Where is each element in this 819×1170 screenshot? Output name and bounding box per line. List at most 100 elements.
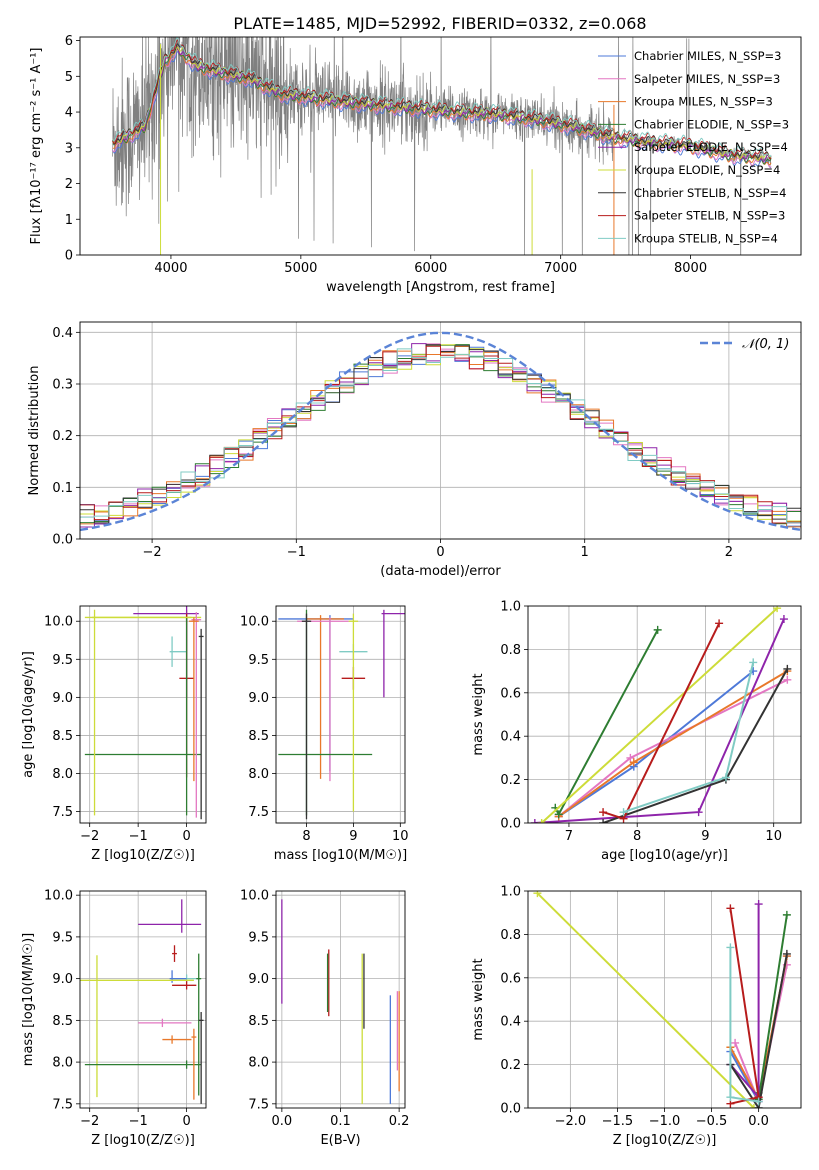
y-tick-label: 0 (65, 249, 73, 264)
y-tick-label: 8.0 (52, 1056, 73, 1071)
age-vs-mass-panel: 8 9 10 7.5 8.0 8.5 9.0 9.5 10.0 mass [log10(M/M☉)… (240, 605, 409, 863)
y-tick-label: 1.0 (500, 885, 521, 900)
model-spectrum-line (112, 43, 772, 159)
age_vs_Z-plot-area (80, 606, 206, 823)
y-tick-label: 2 (65, 177, 73, 192)
age_vs_mass-plot-area (276, 606, 405, 823)
weight-marker (754, 900, 763, 909)
x-tick-label: −1 (129, 829, 148, 844)
x-tick-label: 10 (765, 829, 782, 844)
age_vs_Z-frame (79, 605, 207, 824)
legend-label: Kroupa MILES, N_SSP=3 (634, 95, 773, 109)
y-axis-label: mass weight (471, 673, 486, 755)
weight-marker (537, 819, 546, 823)
x-tick-label: 10 (392, 829, 409, 844)
weight-marker (694, 808, 703, 817)
residuals-plot-area (80, 322, 801, 539)
y-tick-label: 0.8 (500, 643, 521, 658)
residuals-panel: −2 −1 0 1 2 0.0 0.1 0.2 0.3 0.4 (data-model)/error… (27, 321, 802, 579)
x-axis-label: Z [log10(Z/Z☉)] (613, 1133, 717, 1148)
weight-marker (653, 625, 662, 634)
y-tick-label: 0.4 (500, 730, 521, 745)
weight-marker (773, 606, 782, 613)
y-tick-label: 8.5 (248, 1014, 269, 1029)
y-tick-label: 9.0 (52, 972, 73, 987)
y-tick-label: 8.0 (248, 1056, 269, 1071)
x-tick-label: 0.1 (330, 1114, 351, 1129)
weight-marker (554, 810, 563, 819)
x-tick-label: 0.0 (272, 1114, 293, 1129)
weight-series-line (554, 629, 659, 817)
x-tick-label: 9 (701, 829, 709, 844)
x-tick-label: 8 (633, 829, 641, 844)
x-tick-label: −2.0 (555, 1114, 587, 1129)
legend-label: 𝒩(0, 1) (742, 337, 789, 352)
y-tick-label: 9.5 (248, 653, 269, 668)
mass_vs_Z-plot-area (80, 891, 206, 1108)
y-tick-label: 10.0 (44, 615, 73, 630)
legend-label: Kroupa ELODIE, N_SSP=4 (634, 163, 780, 177)
mass_vs_ebv-plot-area (276, 891, 405, 1108)
y-axis-label: age [log10(age/yr)] (21, 651, 36, 778)
x-axis-label: E(B-V) (320, 1133, 360, 1148)
x-tick-label: −1.5 (602, 1114, 634, 1129)
y-axis-label: mass [log10(M/M☉)] (21, 933, 36, 1066)
y-tick-label: 10.0 (240, 615, 269, 630)
y-tick-label: 8.5 (52, 729, 73, 744)
weight-marker (599, 808, 608, 817)
mass_vs_Z-frame (79, 890, 207, 1109)
legend-label: Salpeter STELIB, N_SSP=3 (634, 209, 785, 223)
mass-vs-Z-panel: −2 −1 0 7.5 8.0 8.5 9.0 9.5 10.0 Z [log10(Z/Z☉)] m… (21, 889, 207, 1148)
x-tick-label: 7 (565, 829, 573, 844)
mass-vs-ebv-panel: 0.0 0.1 0.2 7.5 8.0 8.5 9.0 9.5 10.0 E(B-V) (240, 889, 409, 1148)
y-tick-label: 10.0 (240, 889, 269, 904)
x-tick-label: −1 (129, 1114, 148, 1129)
y-tick-label: 6 (65, 34, 73, 49)
weight-series-line (729, 953, 788, 1108)
legend-label: Salpeter MILES, N_SSP=3 (634, 72, 780, 86)
x-tick-label: 0.0 (748, 1114, 769, 1129)
weight-series-line (540, 607, 778, 823)
weight-series-line (757, 914, 788, 1100)
x-axis-label: Z [log10(Z/Z☉)] (91, 848, 195, 863)
y-tick-label: 8.5 (248, 729, 269, 744)
x-tick-label: 7000 (544, 261, 577, 276)
legend-label: Kroupa STELIB, N_SSP=4 (634, 231, 778, 245)
weight-marker (533, 891, 542, 898)
y-tick-label: 9.0 (52, 691, 73, 706)
x-tick-label: 2 (725, 545, 733, 560)
y-tick-label: 9.0 (248, 691, 269, 706)
x-axis-label: wavelength [Angstrom, rest frame] (326, 280, 555, 295)
x-axis-label: mass [log10(M/M☉)] (274, 848, 407, 863)
spectrum-plot-area (112, 37, 772, 255)
y-tick-label: 0.2 (500, 1058, 521, 1073)
y-tick-label: 7.5 (52, 805, 73, 820)
y-tick-label: 0.0 (500, 817, 521, 832)
y-tick-label: 9.5 (52, 653, 73, 668)
y-tick-label: 0.4 (52, 326, 73, 341)
y-tick-label: 0.8 (500, 928, 521, 943)
y-tick-label: 0.3 (52, 378, 73, 393)
weight-marker (782, 949, 791, 958)
y-axis-label: Normed distribution (27, 366, 42, 496)
weight-marker (626, 753, 635, 762)
y-tick-label: 8.0 (52, 767, 73, 782)
y-tick-label: 4 (65, 106, 73, 121)
y-tick-label: 5 (65, 70, 73, 85)
mass_vs_ebv-frame (275, 890, 406, 1109)
y-tick-label: 9.0 (248, 972, 269, 987)
y-tick-label: 10.0 (44, 889, 73, 904)
weight-marker (779, 615, 788, 624)
y-tick-label: 0.0 (52, 533, 73, 548)
x-axis-label: age [log10(age/yr)] (601, 848, 728, 863)
weight-marker (754, 1097, 763, 1106)
y-tick-label: 1 (65, 213, 73, 228)
weight_vs_age-plot-area (528, 606, 801, 823)
x-tick-label: −0.5 (696, 1114, 728, 1129)
x-tick-label: 0.2 (389, 1114, 410, 1129)
y-tick-label: 9.5 (248, 930, 269, 945)
y-tick-label: 0.2 (52, 429, 73, 444)
y-tick-label: 0.6 (500, 686, 521, 701)
figure-title: PLATE=1485, MJD=52992, FIBERID=0332, z=0… (233, 14, 646, 33)
